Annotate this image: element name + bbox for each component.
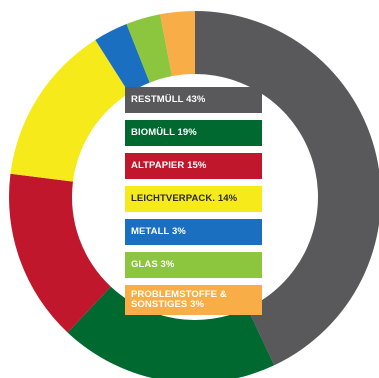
- legend-item-leichtverpack: LEICHTVERPACK. 14%: [125, 186, 262, 212]
- legend-item-altpapier: ALTPAPIER 15%: [125, 153, 262, 179]
- slice-biomll: [67, 286, 275, 378]
- slice-problemstoffe: [160, 11, 195, 77]
- slice-altpapier: [8, 173, 111, 333]
- slice-restmll: [195, 11, 379, 366]
- slice-glas: [126, 14, 172, 83]
- slice-metall: [95, 24, 150, 94]
- slice-leichtverpack: [10, 39, 130, 182]
- legend-item-metall: METALL 3%: [125, 219, 262, 245]
- legend: RESTMÜLL 43% BIOMÜLL 19% ALTPAPIER 15% LEIC…: [125, 87, 262, 315]
- donut-slices: [8, 11, 379, 378]
- legend-item-restmll: RESTMÜLL 43%: [125, 87, 262, 113]
- legend-item-problemstoffe: PROBLEMSTOFFE & SONSTIGES 3%: [125, 285, 262, 315]
- legend-item-glas: GLAS 3%: [125, 252, 262, 278]
- legend-item-biomll: BIOMÜLL 19%: [125, 120, 262, 146]
